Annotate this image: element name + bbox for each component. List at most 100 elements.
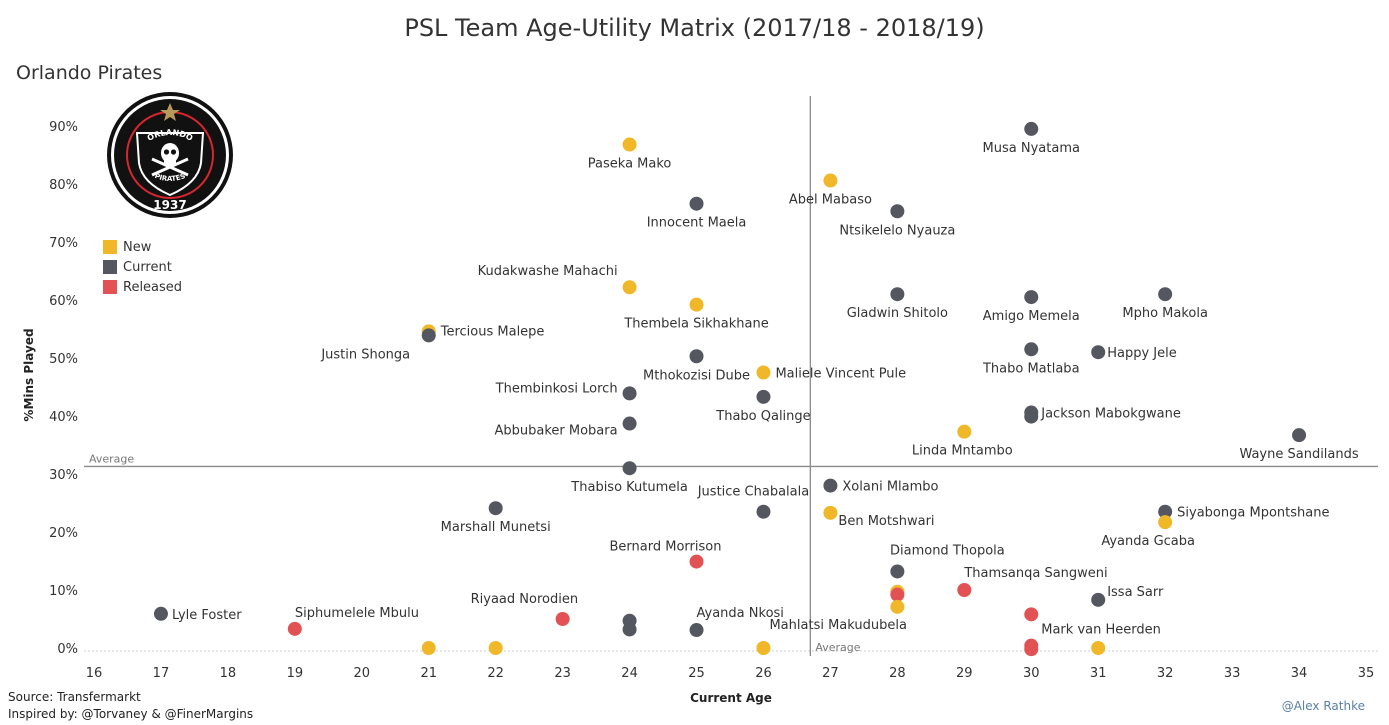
data-point-current xyxy=(1158,287,1173,302)
x-tick-label: 17 xyxy=(153,666,170,681)
x-axis-title: Current Age xyxy=(690,691,772,705)
x-tick-label: 32 xyxy=(1157,666,1174,681)
x-tick-label: 31 xyxy=(1090,666,1107,681)
y-tick-label: 40% xyxy=(49,410,78,425)
data-point-released xyxy=(1024,607,1039,622)
legend-swatch-new xyxy=(103,240,117,254)
point-label: Diamond Thopola xyxy=(890,543,1005,558)
legend-item-new: New xyxy=(103,237,182,257)
x-tick-label: 22 xyxy=(487,666,504,681)
point-label: Linda Mntambo xyxy=(912,444,1013,459)
data-point-current xyxy=(1292,428,1307,443)
legend-label-released: Released xyxy=(123,279,183,295)
point-label: Bernard Morrison xyxy=(610,540,722,555)
data-point-current xyxy=(1091,345,1106,360)
x-tick-label: 29 xyxy=(956,666,973,681)
data-point-current xyxy=(1024,290,1039,305)
data-point-new xyxy=(756,641,771,655)
data-point-released xyxy=(890,587,905,602)
y-tick-label: 70% xyxy=(49,236,78,251)
data-point-released xyxy=(689,554,704,569)
inspired-note: Inspired by: @Torvaney & @FinerMargins xyxy=(8,707,254,721)
x-tick-label: 19 xyxy=(287,666,304,681)
data-point-current xyxy=(488,501,503,516)
y-tick-label: 0% xyxy=(57,642,78,657)
average-age-label: Average xyxy=(815,641,860,654)
point-label: Mpho Makola xyxy=(1122,306,1208,321)
point-label: Thabo Matlaba xyxy=(982,361,1080,376)
point-label: Abel Mabaso xyxy=(789,193,872,208)
point-label: Ayanda Gcaba xyxy=(1101,534,1195,549)
point-label: Paseka Mako xyxy=(588,157,672,172)
data-point-current xyxy=(890,287,905,302)
y-tick-label: 30% xyxy=(49,468,78,483)
chart-title: PSL Team Age-Utility Matrix (2017/18 - 2… xyxy=(404,14,985,42)
x-tick-label: 34 xyxy=(1291,666,1308,681)
data-point-released xyxy=(555,612,570,626)
x-tick-label: 16 xyxy=(86,666,103,681)
data-point-current xyxy=(890,204,905,219)
point-label: Gladwin Shitolo xyxy=(847,306,948,321)
x-tick-label: 18 xyxy=(220,666,237,681)
data-point-current xyxy=(689,196,704,211)
data-point-new xyxy=(488,641,503,655)
x-tick-label: 21 xyxy=(420,666,437,681)
data-point-new xyxy=(689,297,704,312)
data-point-new xyxy=(823,173,838,188)
point-label: Justin Shonga xyxy=(320,347,410,362)
data-point-current xyxy=(890,564,905,579)
data-point-new xyxy=(890,599,905,614)
x-tick-label: 33 xyxy=(1224,666,1241,681)
point-label: Happy Jele xyxy=(1107,346,1177,361)
point-label: Thembela Sikhakhane xyxy=(623,317,768,332)
legend-label-new: New xyxy=(123,239,152,255)
logo-year: 1937 xyxy=(153,198,186,212)
orlando-pirates-logo-icon: ORLANDO PIRATES 1937 xyxy=(107,92,233,218)
point-label: Ben Motshwari xyxy=(838,514,934,529)
data-point-new xyxy=(622,280,637,295)
data-point-new xyxy=(421,641,436,655)
point-label: Justice Chabalala xyxy=(697,485,810,500)
data-point-current xyxy=(756,389,771,404)
svg-text:PIRATES: PIRATES xyxy=(153,172,186,183)
legend-swatch-released xyxy=(103,280,117,294)
data-point-current xyxy=(1024,121,1039,136)
data-point-current xyxy=(1091,592,1106,607)
data-point-current xyxy=(153,606,168,621)
y-tick-label: 90% xyxy=(49,120,78,135)
point-label: Thembinkosi Lorch xyxy=(495,381,618,396)
data-point-current xyxy=(823,478,838,493)
x-tick-label: 25 xyxy=(688,666,705,681)
data-point-current xyxy=(756,504,771,519)
data-point-released xyxy=(287,621,302,636)
y-tick-label: 50% xyxy=(49,352,78,367)
x-tick-label: 30 xyxy=(1023,666,1040,681)
x-tick-label: 27 xyxy=(822,666,839,681)
legend: New Current Released xyxy=(103,237,182,297)
point-label: Abbubaker Mobara xyxy=(494,424,617,439)
data-point-current xyxy=(622,461,637,476)
logo-bottom-text: PIRATES xyxy=(153,172,186,183)
point-label: Ayanda Nkosi xyxy=(697,606,784,621)
point-label: Kudakwashe Mahachi xyxy=(478,264,618,279)
data-point-current xyxy=(689,623,704,638)
average-minutes-label: Average xyxy=(89,452,134,465)
data-point-new xyxy=(823,505,838,520)
point-label: Maliele Vincent Pule xyxy=(775,367,906,382)
data-point-current xyxy=(689,349,704,364)
legend-item-current: Current xyxy=(103,257,182,277)
point-label: Marshall Munetsi xyxy=(441,520,551,535)
point-label: Wayne Sandilands xyxy=(1239,447,1358,462)
y-axis-title: %Mins Played xyxy=(22,328,36,421)
point-label: Thabo Qalinge xyxy=(715,409,810,424)
data-point-released xyxy=(1024,642,1039,657)
point-label: Siyabonga Mpontshane xyxy=(1177,506,1329,521)
point-label: Issa Sarr xyxy=(1107,585,1164,600)
data-point-new xyxy=(756,365,771,380)
data-point-released xyxy=(957,583,972,597)
point-label: Mahlatsi Makudubela xyxy=(769,618,906,633)
legend-label-current: Current xyxy=(123,259,172,275)
point-label: Thamsanqa Sangweni xyxy=(963,566,1107,581)
data-point-current xyxy=(1024,409,1039,424)
